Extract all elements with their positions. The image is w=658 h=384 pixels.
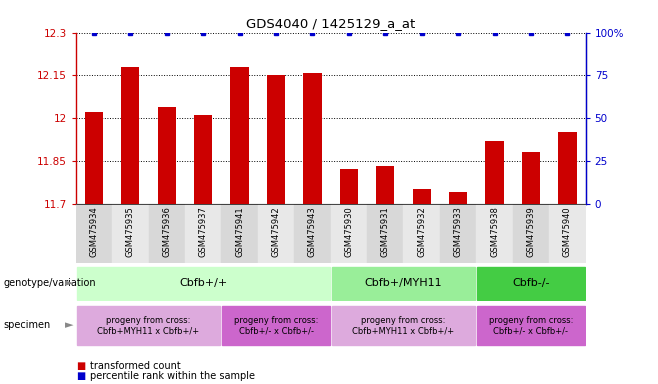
Bar [549,204,586,263]
Text: GSM475939: GSM475939 [526,207,536,257]
Text: GSM475940: GSM475940 [563,207,572,257]
Text: progeny from cross:
Cbfb+MYH11 x Cbfb+/+: progeny from cross: Cbfb+MYH11 x Cbfb+/+ [97,316,199,335]
Text: GSM475941: GSM475941 [235,207,244,257]
Text: progeny from cross:
Cbfb+/- x Cbfb+/-: progeny from cross: Cbfb+/- x Cbfb+/- [489,316,573,335]
Text: GSM475936: GSM475936 [163,207,171,257]
Text: GSM475934: GSM475934 [89,207,99,257]
Bar [522,152,540,204]
Bar [403,204,440,263]
Bar [121,67,139,204]
Bar [303,73,322,204]
Bar [330,204,367,263]
Text: progeny from cross:
Cbfb+MYH11 x Cbfb+/+: progeny from cross: Cbfb+MYH11 x Cbfb+/+ [353,316,455,335]
Text: GSM475932: GSM475932 [417,207,426,257]
Bar [367,204,403,263]
Text: percentile rank within the sample: percentile rank within the sample [90,371,255,381]
Text: GSM475938: GSM475938 [490,207,499,257]
Bar [185,204,221,263]
Bar [194,115,213,204]
Text: GSM475937: GSM475937 [199,207,208,257]
Bar [486,141,503,204]
Text: ■: ■ [76,371,85,381]
Bar [376,167,394,204]
Text: progeny from cross:
Cbfb+/- x Cbfb+/-: progeny from cross: Cbfb+/- x Cbfb+/- [234,316,318,335]
Bar [258,204,294,263]
Bar [558,132,576,204]
Bar [340,169,358,204]
Text: Cbfb+/+: Cbfb+/+ [179,278,227,288]
Bar [478,306,584,345]
Text: GSM475931: GSM475931 [381,207,390,257]
Bar [332,267,475,300]
Text: GSM475930: GSM475930 [344,207,353,257]
Bar [221,204,258,263]
Bar [77,267,330,300]
Bar [513,204,549,263]
Bar [85,113,103,204]
Bar [449,192,467,204]
Bar [294,204,330,263]
Bar [413,189,431,204]
Bar [158,107,176,204]
Bar [267,75,285,204]
Text: ■: ■ [76,361,85,371]
Text: GSM475942: GSM475942 [272,207,280,257]
Text: transformed count: transformed count [90,361,181,371]
Bar [230,67,249,204]
Text: Cbfb-/-: Cbfb-/- [512,278,549,288]
Bar [440,204,476,263]
Text: ►: ► [65,278,73,288]
Bar [77,306,220,345]
Text: genotype/variation: genotype/variation [3,278,96,288]
Text: GSM475933: GSM475933 [453,207,463,257]
Bar [476,204,513,263]
Text: GSM475935: GSM475935 [126,207,135,257]
Bar [222,306,330,345]
Bar [149,204,185,263]
Bar [112,204,149,263]
Text: GSM475943: GSM475943 [308,207,317,257]
Text: Cbfb+/MYH11: Cbfb+/MYH11 [365,278,442,288]
Bar [332,306,475,345]
Title: GDS4040 / 1425129_a_at: GDS4040 / 1425129_a_at [246,17,415,30]
Text: ►: ► [65,320,73,331]
Text: specimen: specimen [3,320,51,331]
Bar [478,267,584,300]
Bar [76,204,112,263]
